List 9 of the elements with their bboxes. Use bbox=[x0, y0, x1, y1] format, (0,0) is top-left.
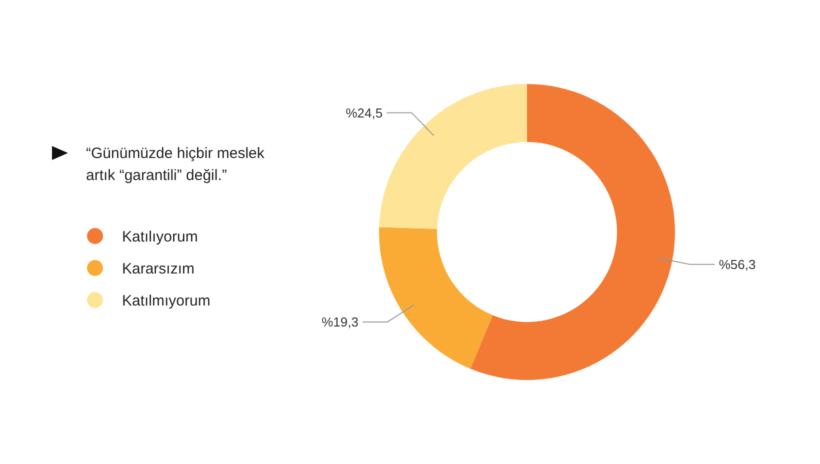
data-label: %56,3 bbox=[718, 256, 756, 272]
text: “Günümüzde hiçbir meslek artık “garantili” değil.” bbox=[86, 145, 265, 184]
legend-label: Katılıyorum bbox=[122, 228, 198, 246]
donut-slice bbox=[470, 84, 675, 380]
donut-slice bbox=[379, 227, 493, 369]
legend-label: Katılmıyorum bbox=[122, 292, 210, 310]
legend-label: Kararsızım bbox=[122, 260, 195, 278]
data-label: %24,5 bbox=[346, 105, 383, 120]
data-label: %19,3 bbox=[322, 314, 358, 330]
